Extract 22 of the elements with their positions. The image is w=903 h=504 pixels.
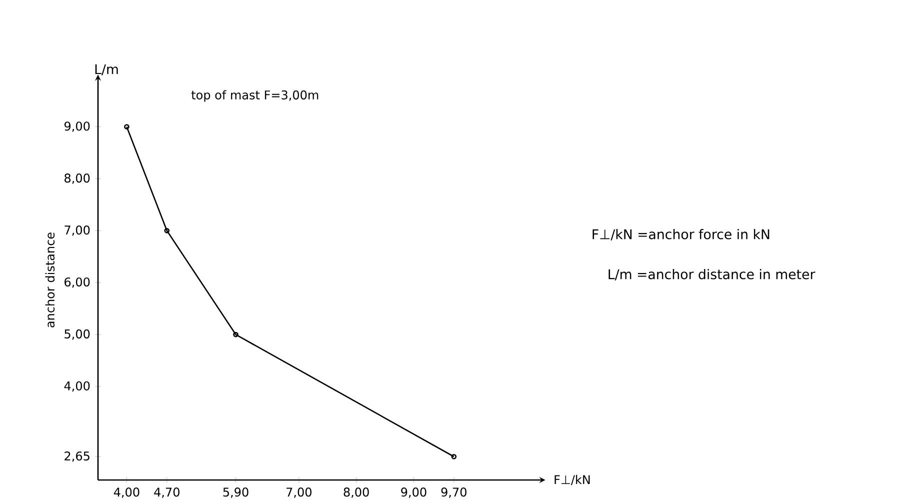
y-tick-label: 9,00 [64,122,90,132]
text: L/m =anchor distance in meter [608,268,816,280]
y-axis-title: anchor distance [45,232,55,328]
y-tick-label: 5,00 [64,329,90,340]
y-tick-label: 6,00 [64,277,90,288]
text: F⊥/kN =anchor force in kN [592,228,770,240]
x-tick-label: 9,00 [401,488,426,498]
y-tick-label: 8,00 [64,174,90,184]
x-tick-label: 8,00 [344,488,369,498]
x-tick-label: 4,70 [154,488,180,498]
point [164,228,170,234]
text: L/m [95,64,118,76]
x-axis-title: F⊥/kN [554,474,590,486]
x-tick-label: 9,70 [441,488,466,498]
x-tick-label: 7,00 [286,488,312,498]
x-tick-label: 5,90 [223,488,248,498]
y-tick-label: 7,00 [64,226,90,236]
x-tick-label: 4,00 [114,488,140,498]
y-tick-label: 2,65 [64,451,90,462]
annotation: top of mast F=3,00m [191,90,318,102]
y-tick-label: 4,00 [64,381,90,392]
point [233,332,238,338]
